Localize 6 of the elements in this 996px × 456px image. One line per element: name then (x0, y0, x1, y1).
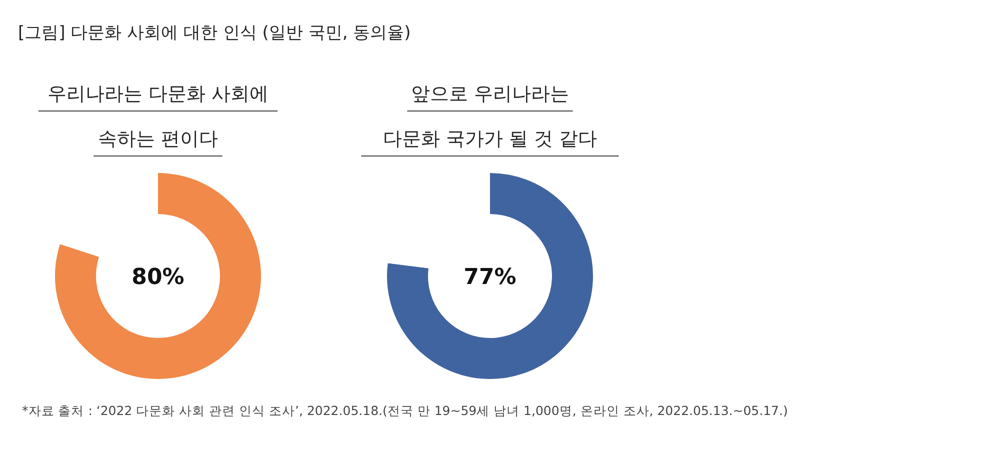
chart-title: 우리나라는 다문화 사회에 속하는 편이다 (47, 83, 269, 150)
chart-title: 앞으로 우리나라는 다문화 국가가 될 것 같다 (382, 83, 598, 150)
data-label: 80% (132, 265, 184, 290)
text: [그림] 다문화 사회에 대한 인식 (일반 국민, 동의율) (18, 23, 411, 43)
text: *자료 출처 : ‘2022 다문화 사회 관련 인식 조사’, 2022.05.18.(전국 만 19~59세 남녀 1,000명, 온라인 조사, 2022.05.13.~05.17.) (22, 403, 788, 418)
data-label: 77% (464, 265, 516, 290)
